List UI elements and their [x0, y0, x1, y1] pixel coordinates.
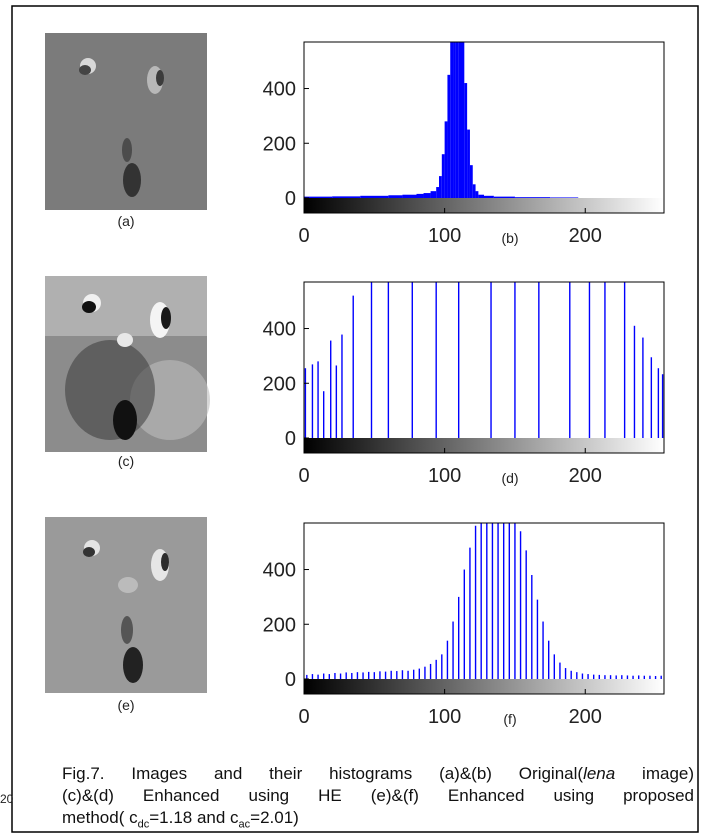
bar — [436, 187, 439, 198]
bar — [416, 193, 424, 198]
caption-text: =2.01) — [250, 808, 299, 827]
bar — [430, 191, 437, 198]
bar — [472, 184, 476, 198]
margin-text: 20 — [0, 792, 14, 806]
caption-line: (c)&(d) Enhanced using HE (e)&(f) Enhanc… — [62, 786, 694, 805]
caption-sub: ac — [238, 818, 251, 831]
x-tick-label: 100 — [428, 225, 461, 247]
image-a — [45, 33, 207, 210]
bar — [447, 74, 451, 198]
bar — [458, 42, 462, 198]
image-c — [45, 276, 210, 452]
subfigure-label: (f) — [503, 711, 516, 727]
gray-bar — [304, 198, 664, 213]
subfigure-label: (d) — [501, 470, 518, 486]
x-tick-label: 0 — [298, 706, 309, 728]
bar — [478, 194, 484, 198]
caption-text: method( c — [62, 808, 138, 827]
y-tick-label: 400 — [263, 560, 296, 582]
subfigure-label: (b) — [501, 230, 518, 246]
bar — [453, 42, 456, 198]
bar — [455, 42, 459, 198]
bar — [450, 42, 454, 198]
y-tick-label: 200 — [263, 373, 296, 395]
image-label: (a) — [117, 213, 134, 229]
bar — [388, 195, 403, 198]
gray-bar — [304, 679, 664, 694]
x-tick-label: 100 — [428, 706, 461, 728]
x-tick-label: 200 — [569, 706, 602, 728]
y-tick-label: 0 — [285, 669, 296, 691]
bar — [484, 195, 494, 198]
bar — [467, 129, 470, 198]
y-tick-label: 0 — [285, 188, 296, 210]
bar — [444, 121, 448, 198]
caption-text: image) — [615, 764, 695, 783]
x-tick-label: 200 — [569, 465, 602, 487]
bar — [493, 196, 515, 198]
x-tick-label: 100 — [428, 465, 461, 487]
y-tick-label: 200 — [263, 133, 296, 155]
caption-text: Fig.7. Images and their histograms (a)&(… — [62, 764, 584, 783]
caption-line: method( cdc=1.18 and cac=2.01) — [62, 807, 694, 835]
y-tick-label: 0 — [285, 428, 296, 450]
image-e — [45, 517, 207, 693]
x-tick-label: 0 — [298, 465, 309, 487]
bar — [550, 197, 579, 198]
axes-box — [303, 41, 665, 214]
plot-area — [304, 42, 579, 198]
bar — [423, 193, 431, 198]
plot-area — [306, 523, 662, 679]
axes-box — [303, 522, 665, 695]
bar — [332, 196, 361, 198]
gray-bar — [304, 438, 664, 453]
bar — [402, 194, 417, 198]
image-label: (e) — [117, 697, 134, 713]
bar — [360, 195, 389, 198]
bar — [475, 191, 479, 198]
caption-text: =1.18 and c — [149, 808, 239, 827]
axes-box — [303, 281, 665, 454]
y-tick-label: 200 — [263, 614, 296, 636]
frame — [11, 5, 699, 833]
image-label: (c) — [118, 453, 134, 469]
bar — [304, 196, 333, 198]
caption-sub: dc — [137, 818, 150, 831]
y-tick-label: 400 — [263, 79, 296, 101]
x-tick-label: 0 — [298, 225, 309, 247]
caption-italic: lena — [583, 764, 616, 783]
bar — [439, 176, 442, 198]
x-tick-label: 200 — [569, 225, 602, 247]
bar — [514, 197, 551, 198]
bar — [464, 83, 468, 198]
caption-line: Fig.7. Images and their histograms (a)&(… — [62, 763, 694, 785]
bar — [461, 42, 465, 198]
bar — [441, 154, 445, 198]
plot-area — [304, 282, 664, 438]
y-tick-label: 400 — [263, 319, 296, 341]
bar — [469, 165, 473, 198]
caption: Fig.7. Images and their histograms (a)&(… — [62, 763, 694, 835]
